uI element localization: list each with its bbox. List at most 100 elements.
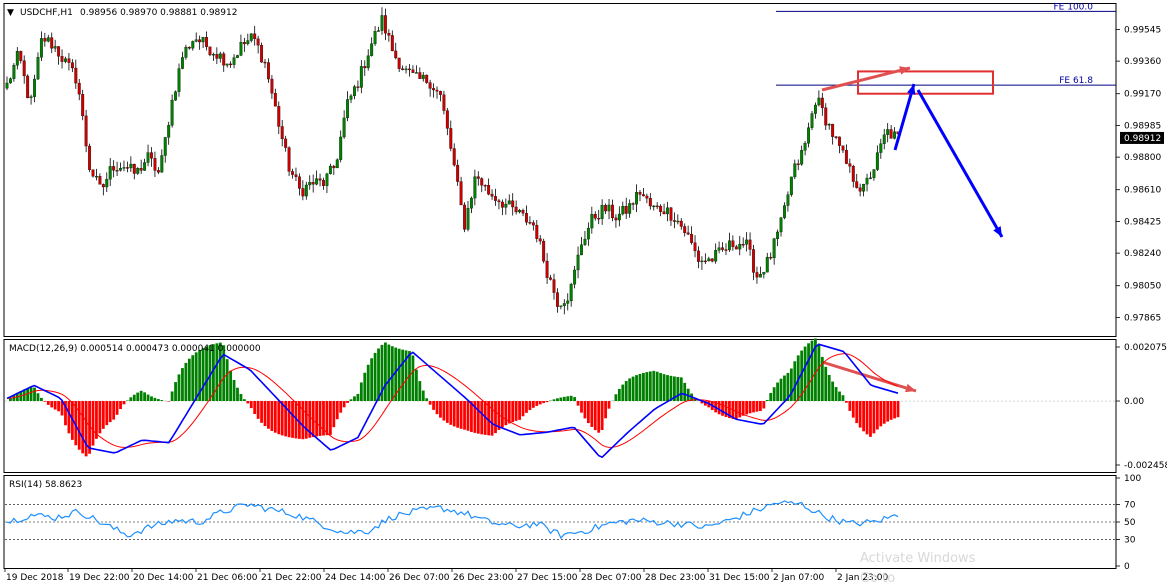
candle-body bbox=[136, 168, 140, 174]
candle-body bbox=[473, 176, 477, 199]
candle-body bbox=[12, 65, 16, 79]
candle-body bbox=[421, 74, 425, 79]
macd-histogram-bar bbox=[370, 358, 374, 402]
macd-histogram-bar bbox=[683, 382, 687, 402]
candle-body bbox=[8, 78, 12, 84]
time-tick-label: 2 Jan 07:00 bbox=[773, 573, 825, 583]
macd-histogram-bar bbox=[869, 401, 872, 437]
macd-histogram-bar bbox=[638, 373, 642, 402]
macd-histogram-bar bbox=[246, 401, 250, 404]
macd-histogram-bar bbox=[322, 401, 325, 436]
macd-histogram-bar bbox=[277, 401, 281, 435]
macd-histogram-bar bbox=[648, 371, 652, 402]
candle-body bbox=[686, 232, 690, 235]
candle-body bbox=[800, 150, 804, 165]
macd-histogram-bar bbox=[298, 401, 301, 439]
macd-histogram-bar bbox=[191, 355, 195, 402]
candle-body bbox=[418, 72, 422, 79]
macd-histogram-bar bbox=[150, 396, 153, 402]
macd-layer bbox=[5, 338, 1115, 459]
candle-body bbox=[280, 126, 284, 140]
candle-body bbox=[528, 222, 532, 224]
macd-histogram-bar bbox=[562, 396, 566, 402]
macd-histogram-bar bbox=[284, 401, 288, 437]
rsi-layer bbox=[5, 500, 1115, 540]
time-tick-label: 28 Dec 07:00 bbox=[581, 573, 642, 583]
macd-histogram-bar bbox=[40, 397, 43, 402]
macd-frame bbox=[3, 339, 1117, 473]
candle-body bbox=[315, 178, 319, 185]
candle-body bbox=[518, 210, 522, 213]
macd-histogram-bar bbox=[359, 382, 363, 402]
annotations-layer bbox=[821, 66, 1004, 393]
macd-histogram-bar bbox=[538, 401, 542, 405]
macd-histogram-bar bbox=[452, 401, 456, 427]
price-tick-label: 0.98240 bbox=[1124, 249, 1161, 259]
candle-body bbox=[363, 66, 367, 69]
candle-body bbox=[77, 82, 81, 95]
macd-histogram-bar bbox=[886, 401, 890, 422]
fib-label: FE 100.0 bbox=[1054, 2, 1094, 12]
candle-body bbox=[425, 74, 429, 83]
macd-histogram-bar bbox=[194, 352, 198, 402]
candle-body bbox=[101, 184, 105, 188]
macd-histogram-bar bbox=[377, 348, 380, 402]
macd-histogram-bar bbox=[738, 401, 742, 418]
macd-histogram-bar bbox=[132, 394, 136, 402]
macd-histogram-bar bbox=[583, 401, 587, 419]
candle-body bbox=[318, 178, 322, 181]
candle-body bbox=[387, 33, 391, 36]
candle-body bbox=[576, 254, 580, 271]
candle-body bbox=[865, 177, 869, 185]
candle-body bbox=[356, 86, 360, 88]
candle-body bbox=[215, 54, 219, 59]
macd-histogram-bar bbox=[380, 344, 384, 402]
candle-body bbox=[552, 279, 556, 293]
macd-histogram-bar bbox=[384, 342, 387, 402]
macd-histogram-bar bbox=[831, 381, 835, 402]
red-trend-arrow-head bbox=[899, 66, 910, 75]
time-tick-label: 26 Dec 07:00 bbox=[389, 573, 450, 583]
candle-body bbox=[666, 207, 669, 215]
macd-histogram-bar bbox=[366, 364, 370, 402]
macd-histogram-bar bbox=[645, 372, 649, 402]
candle-body bbox=[346, 99, 350, 119]
candle-body bbox=[308, 182, 312, 186]
candle-body bbox=[600, 205, 604, 219]
candle-body bbox=[676, 220, 680, 223]
time-tick-label: 19 Dec 2018 bbox=[6, 573, 64, 583]
macd-histogram-bar bbox=[758, 401, 762, 412]
candle-body bbox=[748, 239, 752, 250]
candle-body bbox=[260, 45, 264, 63]
macd-histogram-bar bbox=[466, 401, 470, 431]
chart-triangle-icon[interactable]: ▼ bbox=[7, 8, 14, 18]
macd-histogram-bar bbox=[463, 401, 466, 430]
candle-body bbox=[597, 218, 601, 220]
candle-body bbox=[225, 63, 229, 66]
candle-body bbox=[380, 15, 384, 31]
time-tick-label: 26 Dec 23:00 bbox=[453, 573, 514, 583]
current-price-label: 0.98912 bbox=[1124, 134, 1161, 144]
candle-body bbox=[36, 57, 40, 80]
macd-histogram-bar bbox=[655, 371, 659, 402]
macd-histogram-bar bbox=[669, 375, 673, 402]
macd-histogram-bar bbox=[263, 401, 267, 427]
macd-histogram-bar bbox=[614, 394, 618, 402]
candle-body bbox=[562, 303, 566, 306]
macd-histogram-bar bbox=[535, 401, 539, 406]
macd-histogram-bar bbox=[222, 345, 226, 402]
price-tick-label: 0.98425 bbox=[1124, 217, 1161, 227]
macd-histogram-bar bbox=[497, 401, 501, 430]
candle-body bbox=[442, 94, 446, 111]
candle-body bbox=[242, 42, 246, 45]
macd-histogram-bar bbox=[666, 375, 669, 402]
candle-body bbox=[153, 158, 157, 171]
candle-body bbox=[703, 260, 707, 263]
macd-histogram-bar bbox=[604, 401, 607, 419]
macd-histogram-bar bbox=[810, 340, 814, 402]
macd-histogram-bar bbox=[256, 401, 260, 419]
macd-histogram-bar bbox=[817, 344, 821, 402]
macd-histogram-bar bbox=[50, 401, 54, 408]
macd-histogram-bar bbox=[414, 369, 418, 402]
